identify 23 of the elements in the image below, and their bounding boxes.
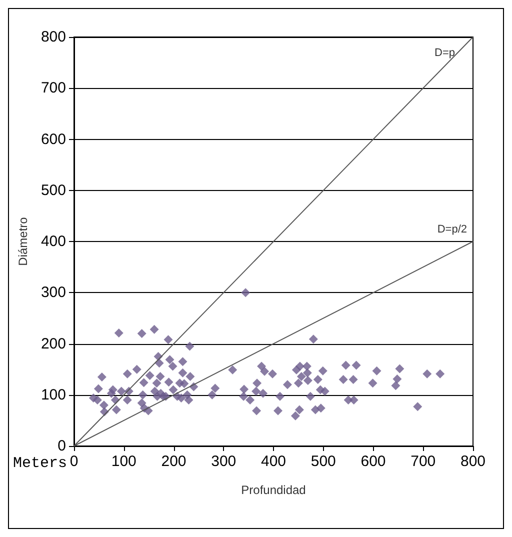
y-tick-label: 200: [40, 335, 66, 352]
x-tick-label: 0: [70, 453, 78, 470]
y-tick-label: 700: [40, 80, 66, 97]
text: Meters: [13, 455, 68, 472]
x-tick-label: 800: [460, 453, 486, 470]
x-tick-label: 400: [260, 453, 286, 470]
x-tick-label: 700: [410, 453, 436, 470]
y-tick-label: 0: [58, 438, 66, 454]
series-label: D=p: [434, 47, 455, 59]
series-label: D=p/2: [437, 224, 467, 236]
y-axis-title: Diámetro: [16, 216, 30, 266]
x-tick-label: 600: [360, 453, 386, 470]
x-tick-label: 100: [111, 453, 136, 470]
y-tick-label: 800: [40, 28, 66, 46]
x-tick-label: 500: [310, 453, 336, 470]
x-axis-title: Profundidad: [241, 483, 306, 497]
y-tick-label: 300: [40, 284, 66, 302]
x-tick-label: 200: [161, 453, 186, 470]
y-tick-label: 600: [40, 130, 66, 148]
y-tick-label: 500: [40, 182, 66, 199]
y-tick-label: 100: [40, 386, 66, 404]
x-tick-label: 300: [211, 453, 236, 470]
y-tick-label: 400: [40, 233, 66, 250]
